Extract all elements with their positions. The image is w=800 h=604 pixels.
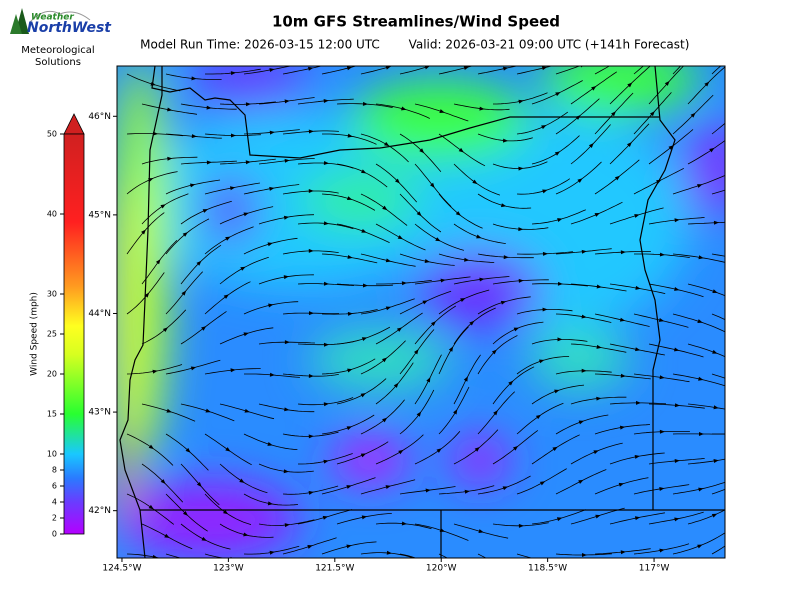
y-tick-label: 42°N (88, 506, 111, 516)
y-tick-label: 46°N (88, 112, 111, 122)
colorbar-tick-label: 4 (52, 498, 57, 507)
colorbar-tick-label: 15 (47, 410, 57, 419)
stream-arrow (752, 408, 758, 413)
stream-arrow (746, 504, 752, 510)
stream-arrow (735, 323, 741, 329)
colorbar-tick-label: 30 (47, 290, 57, 299)
logo: Weather NorthWest Meteorological Solutio… (10, 8, 112, 68)
streamline (727, 73, 773, 104)
streamline (727, 284, 777, 309)
colorbar-label: Wind Speed (mph) (30, 292, 40, 376)
colorbar-tick-label: 8 (52, 466, 57, 475)
colorbar-tick-label: 50 (47, 130, 57, 139)
streamline (727, 404, 782, 415)
streamline (727, 344, 775, 373)
stream-arrow (738, 432, 743, 436)
stream-arrow (737, 257, 743, 262)
stream-arrow (736, 182, 742, 188)
stream-arrow (748, 145, 754, 151)
stream-arrow (736, 381, 742, 387)
stream-arrow (653, 53, 659, 59)
logo-brand: NorthWest (27, 20, 112, 36)
wind-field (110, 36, 782, 582)
streamline (727, 448, 781, 464)
streamline (727, 132, 773, 164)
streamline (727, 488, 770, 524)
colorbar-tick-label: 25 (47, 330, 57, 339)
stream-arrow (750, 292, 756, 298)
stream-arrow (746, 83, 752, 89)
stream-arrow (690, 50, 696, 56)
stream-arrow (461, 565, 467, 571)
y-tick-label: 45°N (88, 210, 111, 220)
stream-arrow (191, 559, 197, 564)
logo-sub: Meteorological (21, 45, 94, 56)
stream-arrow (749, 355, 755, 361)
colorbar-tick-label: 6 (52, 482, 57, 491)
x-tick-label: 124.5°W (102, 564, 141, 574)
colorbar-tick-label: 0 (52, 530, 57, 539)
streamline (727, 215, 782, 225)
colorbar-tick-label: 40 (47, 210, 57, 219)
stream-arrow (751, 454, 757, 459)
x-tick-label: 118.5°W (528, 564, 567, 574)
title: 10m GFS Streamlines/Wind Speed (272, 13, 560, 31)
x-tick-label: 117°W (639, 564, 670, 574)
stream-arrow (731, 113, 737, 119)
y-tick-label: 43°N (88, 408, 111, 418)
stream-arrow (731, 53, 737, 59)
y-tick-label: 44°N (88, 309, 111, 319)
x-tick-label: 123°W (213, 564, 244, 574)
stream-arrow (617, 57, 623, 63)
x-tick-label: 121.5°W (315, 564, 354, 574)
stream-arrow (735, 481, 741, 487)
colorbar-tick-label: 2 (52, 514, 57, 523)
stream-arrow (752, 219, 758, 224)
stream-arrow (500, 564, 506, 570)
colorbar-tick-label: 20 (47, 370, 57, 379)
x-tick-label: 120°W (426, 564, 457, 574)
logo-sub: Solutions (35, 57, 81, 68)
colorbar: Wind Speed (mph) 0 2 4 6 8 10 15 20 25 30 40 50 (30, 114, 85, 539)
colorbar-tick-label: 10 (47, 450, 57, 459)
stream-arrow (732, 535, 738, 541)
subtitle-valid: Valid: 2026-03-21 09:00 UTC (+141h Forec… (409, 38, 690, 52)
subtitle-run: Model Run Time: 2026-03-15 12:00 UTC (140, 38, 380, 52)
